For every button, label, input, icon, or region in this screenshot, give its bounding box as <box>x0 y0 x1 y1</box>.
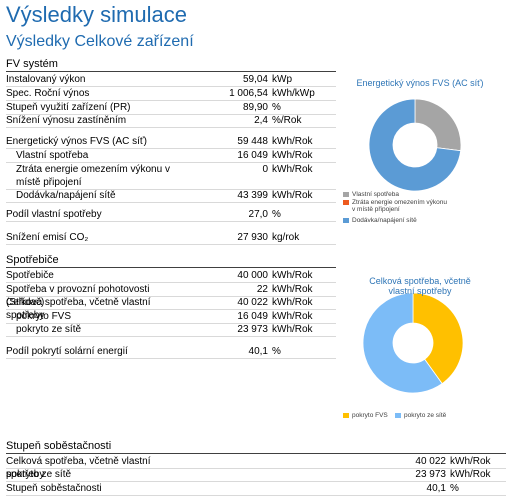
row-value: 40 022 <box>237 297 268 308</box>
table-row: Stupeň využití zařízení (PR) 89,90% <box>6 101 336 115</box>
table-row: Snížení výnosu zastíněním 2,4 %/Rok <box>6 114 336 128</box>
row-value: 40,1 <box>248 346 268 357</box>
section-title: Stupeň soběstačnosti <box>6 440 506 454</box>
table-row: Spec. Roční výnos 1 006,54 kWh/kWp <box>6 87 336 101</box>
legend-swatch <box>343 200 349 205</box>
row-value: 22 <box>256 284 268 295</box>
row-unit: kWh/Rok <box>272 136 313 147</box>
row-value: 16 049 <box>237 311 268 322</box>
row-value: 40 022 <box>415 456 446 467</box>
legend-label: Dodávka/napájení sítě <box>352 217 417 224</box>
row-unit: % <box>272 346 281 357</box>
legend-label: Vlastní spotřeba <box>352 191 399 198</box>
legend-label: Ztráta energie omezením výkonu v místě p… <box>352 199 448 213</box>
row-value: 2,4 <box>254 115 268 126</box>
row-label: Stupeň soběstačnosti <box>6 483 102 494</box>
row-value: 59 448 <box>237 136 268 147</box>
row-label: pokryto ze sítě <box>16 324 82 335</box>
row-value: 1 006,54 <box>229 88 268 99</box>
row-label: Celková spotřeba, včetně vlastní spotřeb… <box>6 456 151 480</box>
donut-segment <box>362 292 443 394</box>
row-unit: kWp <box>272 74 292 85</box>
row-value: 16 049 <box>237 150 268 161</box>
row-value: 0 <box>262 164 268 175</box>
legend-label: pokryto ze sítě <box>404 412 447 419</box>
row-label: Celková spotřeba, včetně vlastní spotřeb… <box>6 297 151 321</box>
row-value: 27 930 <box>237 232 268 243</box>
table-row: Instalovaný výkon 59,04 kWp <box>6 73 336 87</box>
row-label: Snížení výnosu zastíněním <box>6 115 127 126</box>
row-unit: % <box>450 483 459 494</box>
table-row: Podíl vlastní spotřeby 27,0% <box>6 208 336 222</box>
row-unit: kWh/kWp <box>272 88 315 99</box>
table-row: pokryto FVS 16 049 kWh/Rok <box>6 310 336 324</box>
row-label: pokryto ze sítě <box>6 469 72 480</box>
row-label: Stupeň využití zařízení (PR) <box>6 102 131 113</box>
row-unit: kWh/Rok <box>272 324 313 335</box>
row-value: 43 399 <box>237 190 268 201</box>
row-unit: kWh/Rok <box>272 150 313 161</box>
row-unit: kWh/Rok <box>272 190 313 201</box>
donut-segment <box>368 98 462 192</box>
chart-title: Energetický výnos FVS (AC síť) <box>356 78 484 88</box>
table-row: Celková spotřeba, včetně vlastní spotřeb… <box>6 296 336 321</box>
row-label: Vlastní spotřeba <box>16 150 89 161</box>
row-unit: kg/rok <box>272 232 300 243</box>
row-unit: kWh/Rok <box>272 270 313 281</box>
row-value: 23 973 <box>237 324 268 335</box>
row-label: Spec. Roční výnos <box>6 88 90 99</box>
row-label: Energetický výnos FVS (AC síť) <box>6 136 148 147</box>
row-unit: kWh/Rok <box>450 456 491 467</box>
row-unit: kWh/Rok <box>450 469 491 480</box>
table-row: Energetický výnos FVS (AC síť) 59 448 kWh/… <box>6 135 336 149</box>
row-value: 23 973 <box>415 469 446 480</box>
row-label: Spotřebiče <box>6 270 54 281</box>
legend-swatch <box>343 192 349 197</box>
table-row: Spotřeba v provozní pohotovosti (Střídač… <box>6 283 336 308</box>
page-title: Výsledky simulace <box>6 2 187 27</box>
row-label: Podíl pokrytí solární energií <box>6 346 128 357</box>
table-row: Snížení emisí CO₂ 27 930 kg/rok <box>6 231 336 245</box>
table-row: Ztráta energie omezením výkonu v místě p… <box>6 163 336 190</box>
row-label: Dodávka/napájení sítě <box>16 190 116 201</box>
row-value: 59,04 <box>242 74 268 85</box>
row-unit: % <box>272 209 281 220</box>
row-unit: % <box>272 102 281 113</box>
donut-segment <box>412 292 464 385</box>
donut-segment <box>414 98 462 152</box>
row-value: 27,0 <box>248 209 268 220</box>
row-unit: %/Rok <box>272 115 302 126</box>
chart-title: Celková spotřeba, včetně vlastní spotřeb… <box>369 276 471 296</box>
table-row: pokryto ze sítě 23 973 kWh/Rok <box>6 468 506 482</box>
row-value: 89,90 <box>242 102 268 113</box>
row-label: Instalovaný výkon <box>6 74 86 85</box>
row-value: 40,1 <box>426 483 446 494</box>
table-row: Celková spotřeba, včetně vlastní spotřeb… <box>6 455 506 480</box>
legend-swatch <box>343 413 349 418</box>
legend-label: pokryto FVS <box>352 412 388 419</box>
table-row: pokryto ze sítě 23 973 kWh/Rok <box>6 323 336 337</box>
row-label: Snížení emisí CO₂ <box>6 232 89 243</box>
row-label: Podíl vlastní spotřeby <box>6 209 102 220</box>
row-label: Ztráta energie omezením výkonu v místě p… <box>16 164 170 188</box>
page-subtitle: Výsledky Celkové zařízení <box>6 33 194 50</box>
legend-swatch <box>343 218 349 223</box>
row-label: pokryto FVS <box>16 311 72 322</box>
table-row: Stupeň soběstačnosti 40,1% <box>6 482 506 496</box>
row-label: Spotřeba v provozní pohotovosti (Střídač… <box>6 284 150 308</box>
row-unit: kWh/Rok <box>272 297 313 308</box>
table-row: Dodávka/napájení sítě 43 399 kWh/Rok <box>6 189 336 203</box>
table-row: Vlastní spotřeba 16 049 kWh/Rok <box>6 149 336 163</box>
row-value: 40 000 <box>237 270 268 281</box>
table-row: Spotřebiče 40 000 kWh/Rok <box>6 269 336 283</box>
section-title: FV systém <box>6 58 336 72</box>
row-unit: kWh/Rok <box>272 284 313 295</box>
row-unit: kWh/Rok <box>272 164 313 175</box>
section-title: Spotřebiče <box>6 254 336 268</box>
legend-swatch <box>395 413 401 418</box>
row-unit: kWh/Rok <box>272 311 313 322</box>
table-row: Podíl pokrytí solární energií 40,1% <box>6 345 336 359</box>
